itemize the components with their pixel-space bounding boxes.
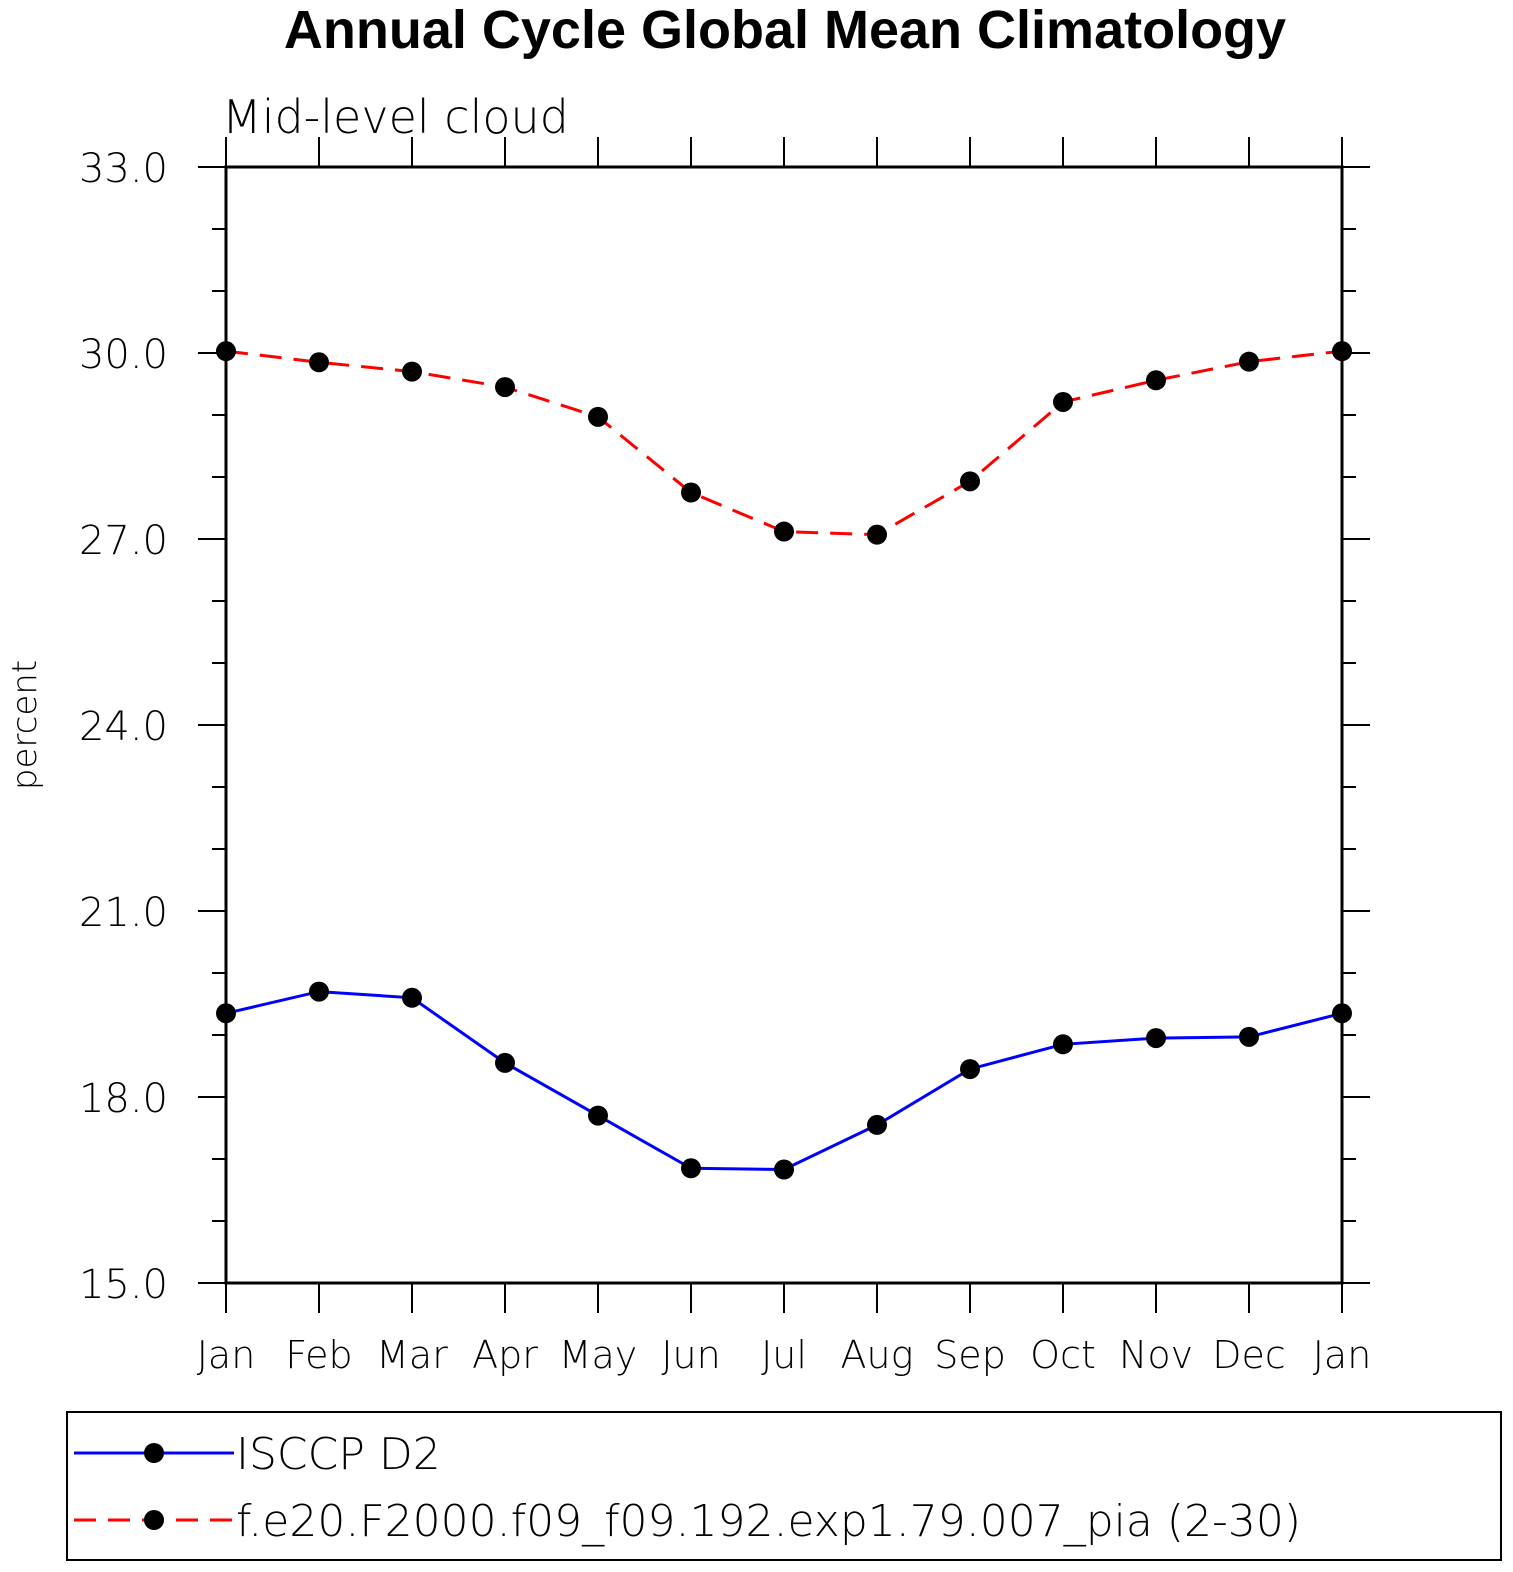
x-tick-label: Apr: [472, 1333, 538, 1377]
series-line-0: [225, 990, 1343, 1172]
chart-subtitle: Mid-level cloud: [222, 90, 569, 144]
y-tick-label: 24.0: [79, 704, 168, 750]
data-point-series-1: [495, 377, 515, 398]
legend-label-model: f.e20.F2000.f09_f09.192.exp1.79.007_pia …: [236, 1496, 1301, 1547]
data-point-series-1: [402, 361, 422, 382]
data-point-series-0: [1053, 1034, 1073, 1055]
x-tick-label: Jan: [197, 1333, 256, 1377]
x-tick-label: Jan: [1313, 1333, 1372, 1377]
y-tick-label: 30.0: [79, 332, 168, 378]
legend-marker-isccp: [144, 1443, 164, 1463]
data-point-series-1: [309, 352, 329, 373]
x-tick-label: Nov: [1119, 1333, 1193, 1377]
data-point-series-0: [681, 1158, 701, 1179]
legend-box: [66, 1411, 1502, 1561]
data-point-series-1: [1146, 370, 1166, 391]
data-point-series-1: [588, 406, 608, 427]
data-point-series-0: [1332, 1003, 1352, 1024]
data-point-series-1: [216, 341, 236, 362]
legend-label-isccp: ISCCP D2: [236, 1429, 441, 1480]
legend: ISCCP D2 f.e20.F2000.f09_f09.192.exp1.79…: [66, 1411, 1502, 1561]
x-tick-label: Oct: [1030, 1333, 1096, 1377]
data-point-series-0: [960, 1059, 980, 1080]
data-point-series-1: [960, 471, 980, 492]
data-point-series-1: [774, 521, 794, 542]
x-tick-label: Dec: [1212, 1333, 1286, 1377]
y-tick-label: 21.0: [79, 890, 168, 936]
data-point-series-0: [867, 1114, 887, 1135]
y-tick-label: 15.0: [79, 1262, 168, 1308]
data-point-series-1: [1332, 341, 1352, 362]
data-point-series-0: [588, 1105, 608, 1126]
x-tick-label: Jul: [761, 1333, 807, 1377]
data-point-series-0: [216, 1003, 236, 1024]
y-axis-label: percent: [5, 660, 45, 790]
data-point-series-0: [495, 1052, 515, 1073]
x-tick-label: Sep: [934, 1333, 1006, 1377]
y-tick-label: 27.0: [79, 518, 168, 564]
x-tick-labels: Jan Feb Mar Apr May Jun Jul Aug Sep Oct Nov Dec Jan: [197, 1333, 1372, 1377]
data-point-series-0: [774, 1159, 794, 1180]
data-point-series-1: [1239, 351, 1259, 372]
chart-title: Annual Cycle Global Mean Climatology: [284, 0, 1286, 60]
plot-frame: [224, 165, 1344, 1285]
legend-marker-model: [144, 1510, 164, 1530]
y-tick-labels: 15.0 18.0 21.0 24.0 27.0 30.0 33.0: [79, 146, 168, 1308]
data-point-series-1: [681, 482, 701, 503]
data-point-series-0: [402, 987, 422, 1008]
series-line-1: [225, 349, 1343, 537]
data-point-series-0: [309, 981, 329, 1002]
data-point-series-1: [867, 524, 887, 545]
data-point-series-0: [1146, 1028, 1166, 1049]
axis-ticks: [198, 137, 1370, 1313]
data-point-series-1: [1053, 391, 1073, 412]
x-tick-label: Mar: [376, 1333, 448, 1377]
x-tick-label: Jun: [661, 1333, 720, 1377]
y-tick-label: 18.0: [79, 1076, 168, 1122]
x-tick-label: Aug: [841, 1333, 914, 1377]
x-tick-label: May: [559, 1333, 638, 1377]
data-point-series-0: [1239, 1026, 1259, 1047]
y-tick-label: 33.0: [79, 146, 168, 192]
x-tick-label: Feb: [285, 1333, 352, 1377]
series-layer: [216, 341, 1352, 1180]
